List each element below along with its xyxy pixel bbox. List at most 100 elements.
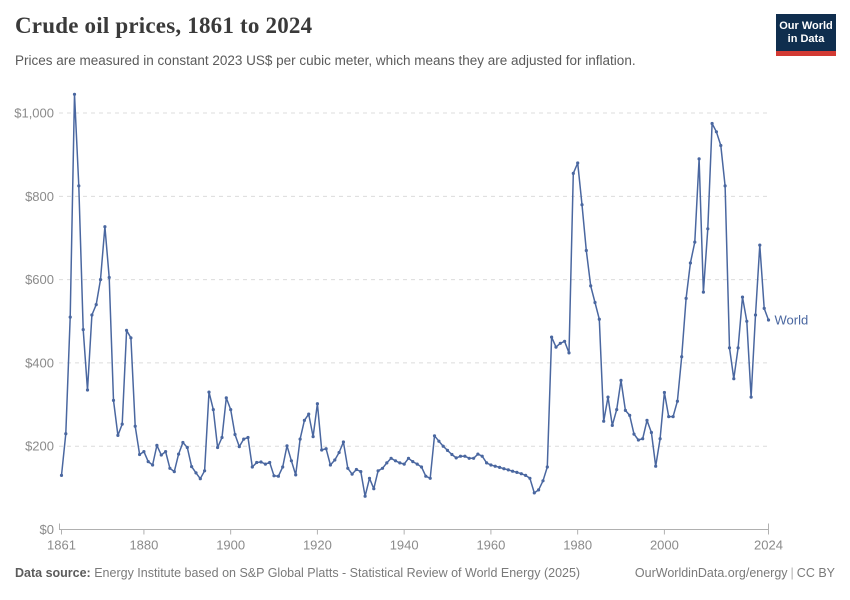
data-point-marker [502, 467, 506, 471]
data-point-marker [229, 408, 233, 412]
data-point-marker [146, 460, 150, 464]
data-point-marker [346, 466, 350, 470]
owid-url-link[interactable]: OurWorldinData.org/energy [634, 566, 788, 580]
data-point-marker [419, 465, 424, 469]
data-point-marker [758, 243, 762, 247]
data-point-marker [649, 430, 654, 435]
data-point-marker [623, 408, 628, 412]
data-point-marker [472, 456, 476, 460]
data-point-marker [289, 459, 293, 463]
data-point-marker [276, 474, 280, 478]
data-point-marker [350, 472, 354, 476]
data-point-marker [268, 460, 272, 465]
data-point-marker [489, 463, 493, 467]
data-point-marker [116, 433, 120, 437]
data-point-marker [706, 227, 710, 231]
y-axis-tick-label: $1,000 [14, 106, 54, 121]
data-point-marker [675, 399, 680, 403]
data-point-marker [393, 459, 398, 463]
owid-logo-line1: Our World [779, 20, 833, 32]
page-title: Crude oil prices, 1861 to 2024 [15, 13, 313, 38]
data-point-marker [762, 306, 766, 310]
data-point-marker [333, 458, 337, 462]
data-point-marker [81, 328, 85, 332]
data-point-marker [602, 419, 606, 423]
y-axis-tick-label: $0 [40, 522, 54, 537]
data-point-marker [723, 184, 727, 188]
data-point-marker [216, 445, 220, 450]
data-point-marker [242, 437, 246, 441]
license-link[interactable]: CC BY [796, 566, 835, 580]
data-point-marker [337, 450, 341, 455]
x-axis-tick-label: 1920 [303, 538, 332, 553]
data-point-marker [398, 461, 402, 465]
data-point-marker [606, 395, 610, 399]
data-point-marker [628, 413, 632, 417]
data-point-marker [745, 319, 749, 323]
data-point-marker [77, 184, 81, 188]
data-point-marker [667, 415, 671, 419]
data-point-marker [237, 445, 241, 449]
data-point-marker [307, 412, 311, 416]
data-point-marker [203, 469, 207, 473]
data-point-marker [285, 444, 289, 448]
data-point-marker [432, 434, 437, 438]
data-point-marker [246, 435, 250, 440]
data-point-marker [671, 415, 675, 419]
data-point-marker [584, 248, 588, 253]
data-point-marker [528, 476, 532, 480]
data-point-marker [740, 295, 745, 299]
data-point-marker [111, 398, 116, 402]
data-point-marker [454, 456, 458, 460]
world-line[interactable] [60, 93, 770, 497]
data-source-text[interactable]: Energy Institute based on S&P Global Pla… [90, 566, 581, 580]
data-point-marker [688, 261, 693, 265]
data-point-marker [610, 423, 614, 427]
data-point-marker [563, 339, 567, 343]
data-point-marker [636, 438, 641, 442]
footer-links: OurWorldinData.org/energy | CC BY [635, 566, 835, 580]
data-point-marker [415, 462, 419, 466]
data-point-marker [359, 470, 363, 474]
entity-label[interactable]: World [774, 313, 808, 328]
data-source-label: Data source: [15, 566, 91, 580]
y-axis-tick-label: $200 [25, 439, 54, 454]
data-point-marker [753, 313, 758, 317]
data-point-marker [181, 440, 185, 445]
data-point-marker [619, 378, 623, 382]
data-point-marker [72, 92, 77, 96]
data-point-marker [363, 494, 367, 498]
data-point-marker [632, 432, 636, 436]
data-point-marker [59, 473, 64, 477]
x-axis-tick-label: 1880 [129, 538, 158, 553]
data-point-marker [207, 390, 211, 394]
data-point-marker [719, 143, 723, 148]
data-point-marker [298, 437, 302, 441]
data-point-marker [380, 466, 385, 470]
data-point-marker [341, 440, 345, 444]
x-axis-tick-label: 1900 [216, 538, 245, 553]
data-point-marker [194, 471, 198, 475]
owid-logo-line2: in Data [787, 33, 825, 45]
data-point-marker [710, 121, 714, 126]
data-point-marker [558, 341, 562, 345]
data-point-marker [589, 284, 593, 288]
data-point-marker [220, 435, 224, 440]
data-point-marker [428, 476, 432, 480]
data-point-marker [94, 303, 98, 307]
owid-logo[interactable]: Our World in Data [776, 14, 836, 56]
data-point-marker [450, 452, 454, 457]
data-point-marker [107, 275, 111, 280]
data-point-marker [467, 456, 471, 460]
data-point-marker [445, 448, 450, 452]
data-point-marker [164, 450, 168, 454]
data-point-marker [550, 335, 554, 339]
data-point-marker [224, 396, 228, 400]
data-point-marker [654, 464, 658, 468]
data-point-marker [714, 130, 719, 134]
data-point-marker [693, 240, 697, 244]
data-point-marker [498, 465, 502, 469]
data-point-marker [524, 473, 528, 477]
data-point-marker [129, 336, 133, 340]
